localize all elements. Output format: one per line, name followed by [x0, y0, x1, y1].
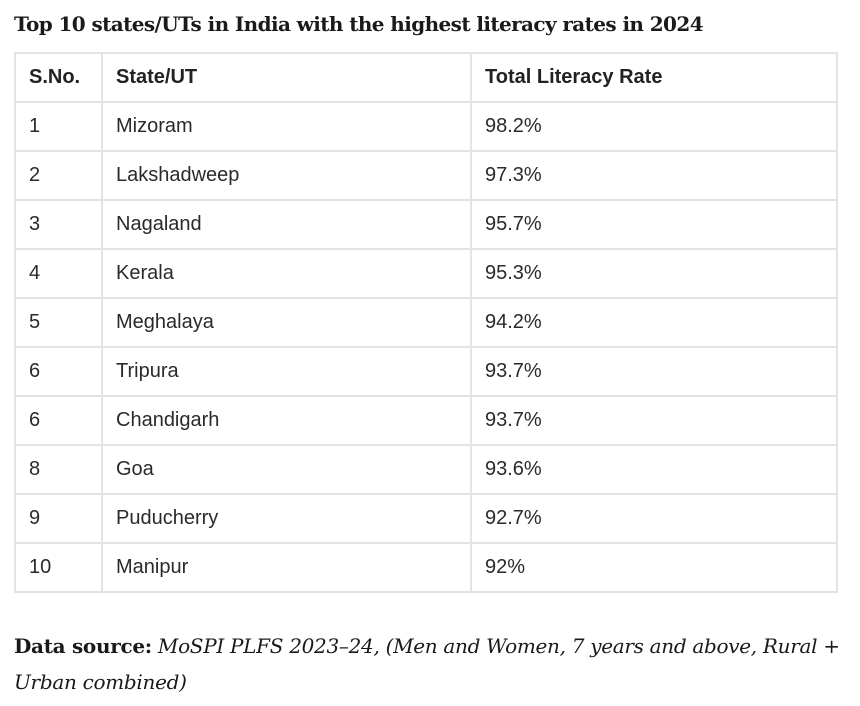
cell-sno: 6 [14, 346, 103, 397]
column-header-sno: S.No. [14, 52, 103, 103]
cell-sno: 10 [14, 542, 103, 593]
cell-sno: 5 [14, 297, 103, 348]
table-row: 6 Tripura 93.7% [14, 346, 838, 397]
cell-state: Meghalaya [101, 297, 472, 348]
table-row: 6 Chandigarh 93.7% [14, 395, 838, 446]
cell-state: Tripura [101, 346, 472, 397]
cell-literacy-rate: 93.7% [470, 346, 838, 397]
table-row: 5 Meghalaya 94.2% [14, 297, 838, 348]
cell-sno: 9 [14, 493, 103, 544]
cell-state: Nagaland [101, 199, 472, 250]
cell-literacy-rate: 92.7% [470, 493, 838, 544]
cell-literacy-rate: 93.6% [470, 444, 838, 495]
cell-sno: 6 [14, 395, 103, 446]
cell-state: Lakshadweep [101, 150, 472, 201]
table-row: 10 Manipur 92% [14, 542, 838, 593]
table-row: 4 Kerala 95.3% [14, 248, 838, 299]
column-header-literacy-rate: Total Literacy Rate [470, 52, 838, 103]
literacy-table: S.No. State/UT Total Literacy Rate 1 Miz… [14, 52, 838, 593]
cell-literacy-rate: 95.3% [470, 248, 838, 299]
cell-sno: 1 [14, 101, 103, 152]
cell-literacy-rate: 92% [470, 542, 838, 593]
data-source-label: Data source: [14, 634, 152, 658]
table-header-row: S.No. State/UT Total Literacy Rate [14, 52, 838, 103]
cell-state: Kerala [101, 248, 472, 299]
cell-state: Mizoram [101, 101, 472, 152]
cell-sno: 8 [14, 444, 103, 495]
cell-literacy-rate: 93.7% [470, 395, 838, 446]
cell-state: Goa [101, 444, 472, 495]
cell-literacy-rate: 95.7% [470, 199, 838, 250]
page-title: Top 10 states/UTs in India with the high… [14, 12, 704, 36]
cell-literacy-rate: 97.3% [470, 150, 838, 201]
data-source-text: MoSPI PLFS 2023–24, (Men and Women, 7 ye… [14, 634, 840, 694]
cell-literacy-rate: 98.2% [470, 101, 838, 152]
table-row: 3 Nagaland 95.7% [14, 199, 838, 250]
table-row: 1 Mizoram 98.2% [14, 101, 838, 152]
data-source-note: Data source: MoSPI PLFS 2023–24, (Men an… [14, 628, 844, 700]
table-row: 8 Goa 93.6% [14, 444, 838, 495]
column-header-state: State/UT [101, 52, 472, 103]
cell-state: Manipur [101, 542, 472, 593]
cell-state: Puducherry [101, 493, 472, 544]
cell-sno: 4 [14, 248, 103, 299]
table-row: 9 Puducherry 92.7% [14, 493, 838, 544]
cell-literacy-rate: 94.2% [470, 297, 838, 348]
cell-state: Chandigarh [101, 395, 472, 446]
table-row: 2 Lakshadweep 97.3% [14, 150, 838, 201]
cell-sno: 2 [14, 150, 103, 201]
cell-sno: 3 [14, 199, 103, 250]
